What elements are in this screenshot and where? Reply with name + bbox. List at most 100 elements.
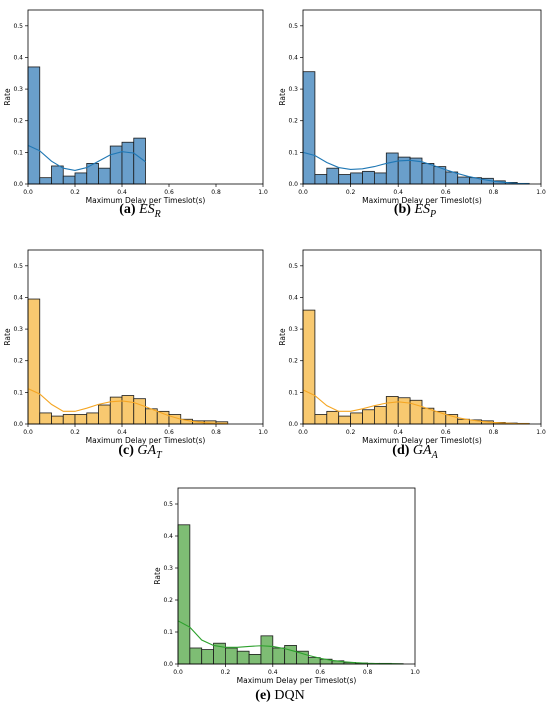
x-tick-label: 0.0	[23, 189, 33, 196]
caption-c: (c) GAT	[30, 443, 250, 461]
caption-b: (b) ESP	[305, 202, 525, 220]
y-tick-label: 0.2	[288, 358, 298, 365]
x-tick-label: 0.2	[346, 189, 356, 196]
histogram-bar	[27, 66, 41, 185]
y-tick-label: 0.4	[163, 533, 173, 540]
kde-line	[302, 389, 530, 425]
x-tick-label: 0.4	[117, 429, 127, 436]
x-tick-label: 0.6	[441, 429, 451, 436]
histogram-bar	[121, 141, 135, 185]
axes-frame	[27, 9, 264, 185]
y-tick-label: 0.3	[13, 86, 23, 93]
histogram-bar	[51, 415, 64, 425]
histogram-bar	[98, 404, 111, 425]
caption-a: (a) ESR	[30, 202, 250, 220]
x-axis-label: Maximum Delay per Timeslot(s)	[237, 676, 357, 685]
chart-panel-d: 0.0 0.2 0.4 0.6 0.8 1.0 0.0 0.1 0.2 0.3 0.4 0.5 Maxi…	[275, 240, 550, 445]
kde-line	[302, 151, 530, 185]
caption-sub-b: P	[430, 208, 437, 220]
x-tick-label: 0.2	[70, 189, 80, 196]
caption-symbol-e: DQN	[274, 688, 305, 703]
caption-tag-a: (a)	[119, 202, 136, 217]
x-tick-label: 0.8	[489, 429, 499, 436]
caption-d: (d) GAA	[305, 443, 525, 461]
y-tick-label: 0.1	[13, 389, 23, 396]
caption-symbol-b: ES	[414, 202, 431, 217]
histogram-bar	[374, 172, 387, 185]
x-tick-label: 1.0	[536, 189, 546, 196]
histogram-bar	[314, 414, 328, 425]
x-tick-label: 0.4	[393, 189, 403, 196]
histogram-bar	[385, 152, 399, 185]
x-tick-label: 0.4	[393, 429, 403, 436]
x-tick-label: 0.4	[117, 189, 127, 196]
x-tick-label: 0.6	[164, 189, 174, 196]
histogram-bar	[385, 396, 399, 425]
y-tick-label: 0.2	[13, 118, 23, 125]
y-tick-label: 0.0	[13, 421, 23, 428]
y-tick-label: 0.2	[163, 597, 173, 604]
histogram-bar	[39, 177, 52, 185]
x-axis-label: Maximum Delay per Timeslot(s)	[86, 436, 206, 445]
y-tick-label: 0.5	[13, 23, 23, 30]
caption-e: (e) DQN	[170, 688, 390, 704]
caption-symbol-a: ES	[139, 202, 155, 217]
x-tick-label: 0.0	[173, 669, 183, 676]
histogram-bar	[74, 414, 88, 425]
chart-panel-b: 0.0 0.2 0.4 0.6 0.8 1.0 0.0 0.1 0.2 0.3 0.4 0.5 Maxi…	[275, 0, 550, 205]
histogram-bar	[326, 410, 340, 425]
y-tick-label: 0.3	[288, 326, 298, 333]
y-axis-label: Rate	[153, 567, 162, 585]
chart-panel-e: 0.0 0.2 0.4 0.6 0.8 1.0 0.0 0.1 0.2 0.3 0.4 0.5 Maxi…	[140, 483, 425, 688]
x-tick-label: 1.0	[536, 429, 546, 436]
histogram-bar	[433, 410, 447, 425]
histogram-bar	[121, 395, 135, 425]
histogram-bar	[27, 298, 41, 425]
y-tick-label: 0.1	[13, 149, 23, 156]
y-tick-label: 0.5	[288, 263, 298, 270]
histogram-chart-a: 0.0 0.2 0.4 0.6 0.8 1.0 0.0 0.1 0.2 0.3 0.4 0.5 Maxi…	[3, 9, 268, 205]
histogram-bar	[338, 174, 352, 185]
caption-sub-d: A	[431, 449, 438, 461]
caption-tag-e: (e)	[255, 688, 271, 703]
y-axis-label: Rate	[278, 328, 287, 346]
x-tick-label: 0.2	[70, 429, 80, 436]
axes-frame	[302, 249, 542, 425]
y-tick-label: 0.2	[13, 358, 23, 365]
x-tick-label: 1.0	[410, 669, 420, 676]
histogram-chart-d: 0.0 0.2 0.4 0.6 0.8 1.0 0.0 0.1 0.2 0.3 0.4 0.5 Maxi…	[278, 249, 546, 445]
histogram-bar	[189, 647, 203, 665]
y-axis-label: Rate	[3, 328, 12, 346]
kde-line	[27, 144, 146, 171]
histogram-bar	[74, 172, 88, 185]
x-tick-label: 0.8	[489, 189, 499, 196]
caption-sub-a: R	[154, 208, 161, 220]
histogram-bar	[350, 172, 363, 185]
y-tick-label: 0.1	[288, 149, 298, 156]
histogram-bar	[272, 647, 286, 665]
y-tick-label: 0.0	[163, 661, 173, 668]
chart-panel-a: 0.0 0.2 0.4 0.6 0.8 1.0 0.0 0.1 0.2 0.3 0.4 0.5 Maxi…	[0, 0, 275, 205]
caption-sub-c: T	[156, 449, 162, 461]
y-tick-label: 0.1	[288, 389, 298, 396]
y-tick-label: 0.4	[288, 294, 298, 301]
y-tick-label: 0.5	[288, 23, 298, 30]
histogram-chart-e: 0.0 0.2 0.4 0.6 0.8 1.0 0.0 0.1 0.2 0.3 0.4 0.5 Maxi…	[153, 487, 420, 685]
x-axis-label: Maximum Delay per Timeslot(s)	[86, 196, 206, 205]
x-axis-label: Maximum Delay per Timeslot(s)	[362, 196, 482, 205]
histogram-bar	[225, 647, 238, 665]
x-tick-label: 1.0	[258, 189, 268, 196]
caption-tag-c: (c)	[118, 443, 134, 458]
histogram-bar	[362, 170, 375, 185]
y-tick-label: 0.4	[13, 54, 23, 61]
axes-frame	[27, 249, 264, 425]
histogram-bar	[302, 309, 316, 425]
histogram-bar	[314, 174, 328, 185]
x-tick-label: 0.6	[441, 189, 451, 196]
histogram-bar	[236, 650, 250, 665]
x-tick-label: 0.4	[268, 669, 278, 676]
histogram-bar	[362, 409, 375, 425]
kde-line	[177, 620, 404, 665]
histogram-bar	[326, 167, 340, 185]
caption-tag-d: (d)	[392, 443, 410, 458]
